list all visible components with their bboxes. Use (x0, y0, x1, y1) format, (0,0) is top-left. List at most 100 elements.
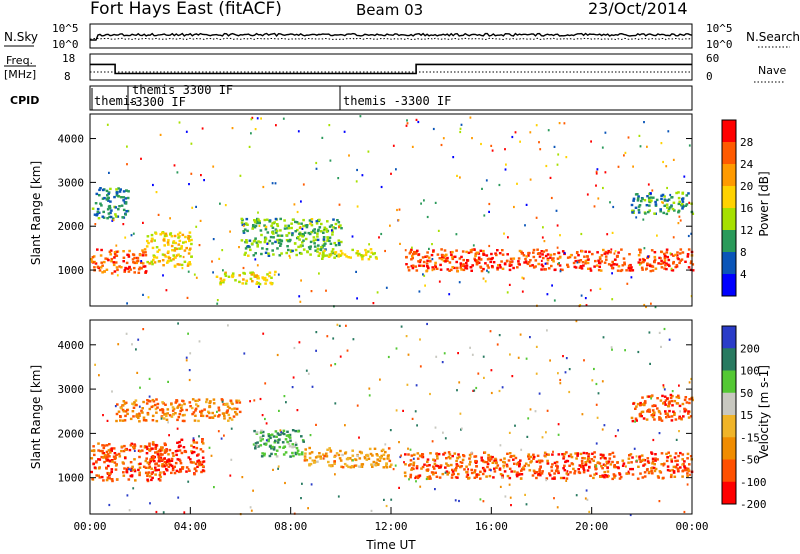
scatter-cell (605, 258, 608, 261)
scatter-cell (118, 190, 122, 193)
scatter-cell (168, 414, 172, 417)
scatter-cell (120, 204, 124, 207)
scatter-cell (289, 455, 292, 458)
noise-cell (181, 267, 184, 270)
scatter-cell (149, 459, 152, 463)
scatter-cell (683, 465, 686, 468)
scatter-cell (522, 254, 526, 257)
scatter-cell (188, 231, 192, 234)
colorbar-segment (722, 274, 736, 297)
scatter-cell (301, 244, 304, 247)
noise-cell (658, 432, 661, 435)
scatter-cell (235, 399, 238, 402)
scatter-cell (502, 464, 505, 467)
scatter-cell (309, 253, 312, 256)
scatter-cell (117, 187, 120, 190)
scatter-cell (286, 227, 289, 230)
scatter-cell (534, 265, 537, 268)
scatter-cell (551, 453, 554, 456)
colorbar-segment (722, 208, 736, 231)
noise-cell (392, 144, 395, 147)
scatter-cell (618, 473, 622, 476)
scatter-cell (368, 447, 372, 451)
scatter-cell (106, 194, 109, 197)
noise-cell (580, 294, 583, 297)
scatter-cell (310, 451, 314, 454)
scatter-cell (256, 219, 259, 223)
xtick-label: 20:00 (575, 520, 608, 533)
scatter-cell (641, 396, 644, 399)
scatter-cell (439, 464, 443, 467)
scatter-cell (279, 242, 283, 246)
scatter-cell (455, 463, 459, 466)
scatter-cell (499, 266, 502, 269)
scatter-cell (270, 433, 274, 436)
noise-cell (168, 460, 171, 463)
scatter-cell (436, 464, 440, 468)
scatter-cell (345, 464, 349, 467)
noise-cell (122, 223, 125, 226)
scatter-cell (553, 253, 556, 256)
scatter-cell (654, 457, 657, 460)
scatter-cell (621, 459, 625, 462)
noise-cell (94, 363, 96, 366)
scatter-cell (438, 476, 442, 479)
scatter-cell (169, 232, 173, 235)
noise-cell (509, 496, 512, 499)
scatter-cell (115, 254, 119, 257)
scatter-cell (154, 451, 157, 454)
scatter-cell (276, 247, 279, 250)
scatter-cell (337, 255, 340, 258)
scatter-cell (168, 256, 172, 260)
noise-cell (142, 328, 145, 331)
scatter-cell (272, 448, 276, 451)
noise-cell (553, 299, 556, 302)
cpid-segment-label: themis (94, 94, 137, 108)
scatter-cell (589, 474, 592, 477)
scatter-cell (630, 416, 634, 420)
scatter-cell (114, 215, 118, 218)
noise-cell (345, 324, 347, 327)
scatter-cell (119, 419, 122, 422)
scatter-cell (223, 417, 226, 420)
scatter-cell (667, 405, 670, 408)
scatter-cell (271, 222, 274, 225)
scatter-cell (231, 402, 234, 406)
scatter-cell (647, 395, 651, 398)
scatter-cell (584, 463, 588, 466)
scatter-cell (387, 457, 390, 460)
scatter-cell (508, 264, 512, 267)
noise-cell (195, 225, 198, 228)
noise-cell (459, 176, 461, 179)
scatter-cell (267, 439, 270, 443)
scatter-cell (122, 196, 126, 199)
scatter-cell (160, 449, 164, 452)
scatter-cell (468, 453, 472, 457)
scatter-cell (106, 217, 109, 220)
scatter-cell (660, 197, 663, 201)
scatter-cell (506, 452, 509, 455)
scatter-cell (157, 450, 161, 453)
noise-cell (338, 226, 340, 229)
scatter-cell (98, 194, 101, 197)
cpid-label: CPID (10, 94, 39, 107)
noise-cell (510, 504, 512, 507)
scatter-cell (323, 249, 326, 252)
scatter-cell (595, 264, 599, 267)
scatter-cell (652, 466, 656, 470)
scatter-cell (635, 419, 638, 422)
scatter-cell (166, 408, 170, 411)
noise-cell (227, 324, 229, 327)
scatter-cell (674, 459, 677, 463)
scatter-cell (515, 475, 519, 478)
scatter-cell (441, 256, 444, 259)
scatter-cell (432, 249, 435, 252)
scatter-cell (360, 463, 364, 466)
scatter-cell (146, 447, 149, 451)
scatter-cell (370, 463, 373, 466)
scatter-cell (296, 449, 300, 452)
scatter-cell (676, 469, 680, 472)
scatter-cell (421, 256, 425, 259)
scatter-cell (158, 248, 161, 252)
